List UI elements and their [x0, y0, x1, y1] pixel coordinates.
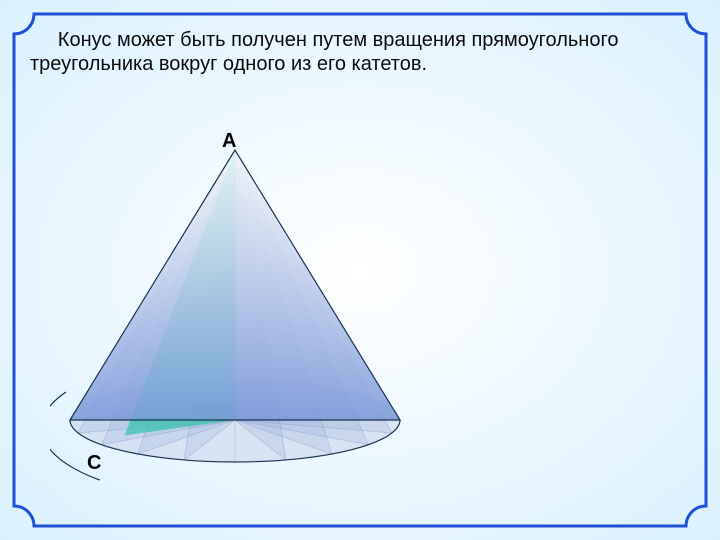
label-C: С [87, 452, 101, 475]
main-triangle [70, 150, 400, 420]
label-A: А [222, 130, 236, 153]
slide: Конус может быть получен путем вращения … [0, 0, 720, 540]
cone-rotation-diagram [50, 140, 470, 500]
body-paragraph: Конус может быть получен путем вращения … [30, 28, 690, 76]
